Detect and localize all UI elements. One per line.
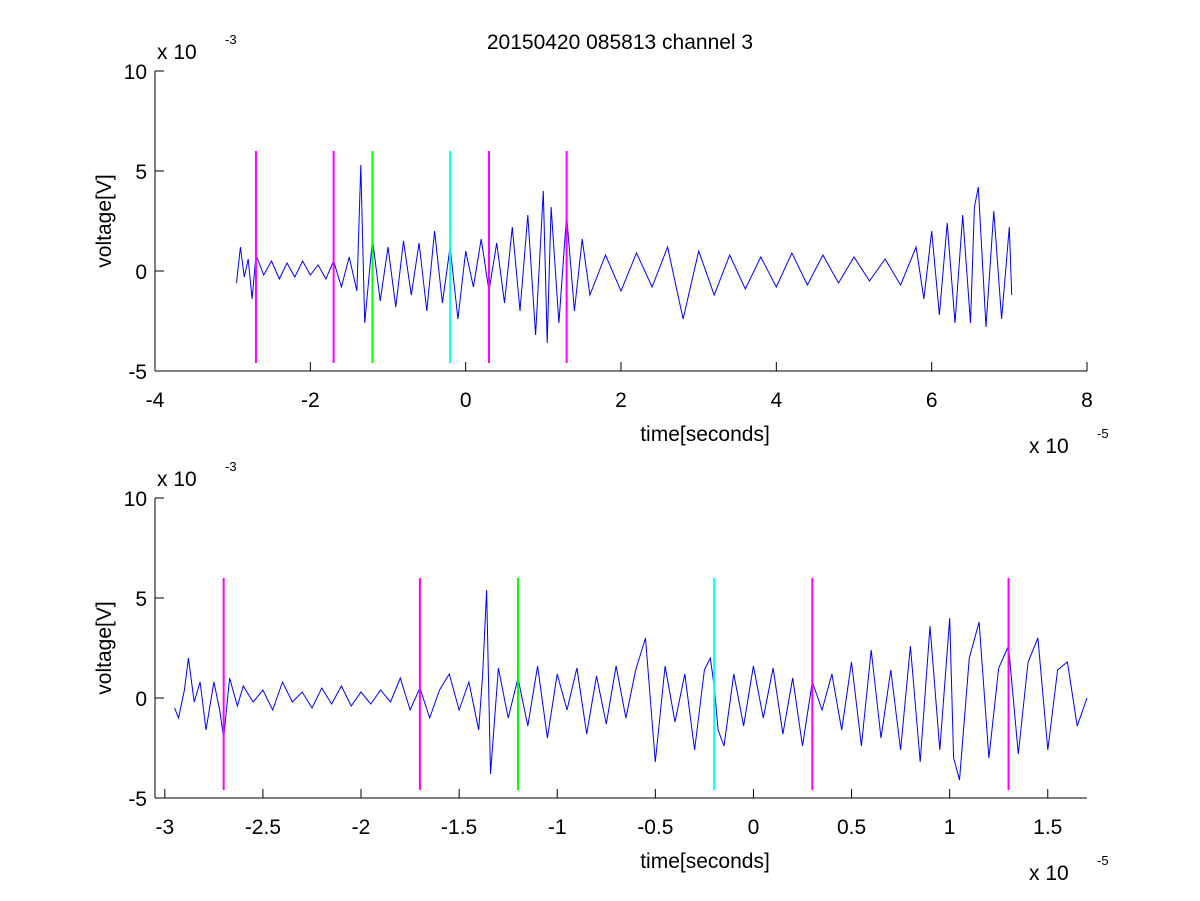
series-line — [174, 589, 1088, 781]
x-tick-label: -1.5 — [441, 816, 477, 839]
x-tick-label: -4 — [146, 389, 165, 412]
x-axis-label: time[seconds] — [640, 850, 770, 873]
y-tick-label: -5 — [128, 361, 147, 384]
y-exponent-power: -3 — [225, 32, 237, 47]
y-exponent-power: -3 — [225, 459, 237, 474]
y-tick-label: 5 — [135, 588, 147, 611]
y-tick-label: 10 — [124, 61, 147, 84]
y-tick-label: 5 — [135, 161, 147, 184]
x-tick-label: 6 — [926, 389, 938, 412]
x-axis-label: time[seconds] — [640, 423, 770, 446]
x-exponent-label: x 10 — [1029, 435, 1069, 458]
x-tick-label: 4 — [770, 389, 782, 412]
x-tick-label: -0.5 — [637, 816, 673, 839]
x-tick-label: -1 — [548, 816, 567, 839]
y-axis-label: voltage[V] — [93, 601, 116, 694]
x-tick-label: -2.5 — [245, 816, 281, 839]
x-tick-label: 0.5 — [837, 816, 866, 839]
x-tick-label: -2 — [352, 816, 371, 839]
y-tick-label: 10 — [124, 488, 147, 511]
y-exponent-label: x 10 — [157, 41, 197, 64]
figure-title: 20150420 085813 channel 3 — [487, 31, 753, 54]
x-tick-label: 2 — [615, 389, 627, 412]
x-tick-label: 0 — [460, 389, 472, 412]
y-tick-label: 0 — [135, 688, 147, 711]
series-line — [236, 164, 1013, 344]
x-tick-label: 0 — [748, 816, 760, 839]
y-tick-label: -5 — [128, 788, 147, 811]
x-exponent-power: -5 — [1097, 426, 1109, 441]
y-tick-label: 0 — [135, 261, 147, 284]
top-plot: -4 -2 0 2 4 6 8 -5 0 5 10 time[seconds] voltage[V] x … — [93, 32, 1109, 458]
y-exponent-label: x 10 — [157, 468, 197, 491]
x-exponent-power: -5 — [1097, 853, 1109, 868]
x-tick-label: -3 — [155, 816, 174, 839]
x-tick-label: 1 — [944, 816, 956, 839]
x-tick-label: 1.5 — [1033, 816, 1062, 839]
x-tick-label: -2 — [301, 389, 320, 412]
x-tick-label: 8 — [1081, 389, 1093, 412]
bottom-plot: -3 -2.5 -2 -1.5 -1 -0.5 0 0.5 1 1.5 -5 0 5 10 time[sec… — [93, 459, 1109, 885]
x-exponent-label: x 10 — [1029, 862, 1069, 885]
y-axis-label: voltage[V] — [93, 174, 116, 267]
